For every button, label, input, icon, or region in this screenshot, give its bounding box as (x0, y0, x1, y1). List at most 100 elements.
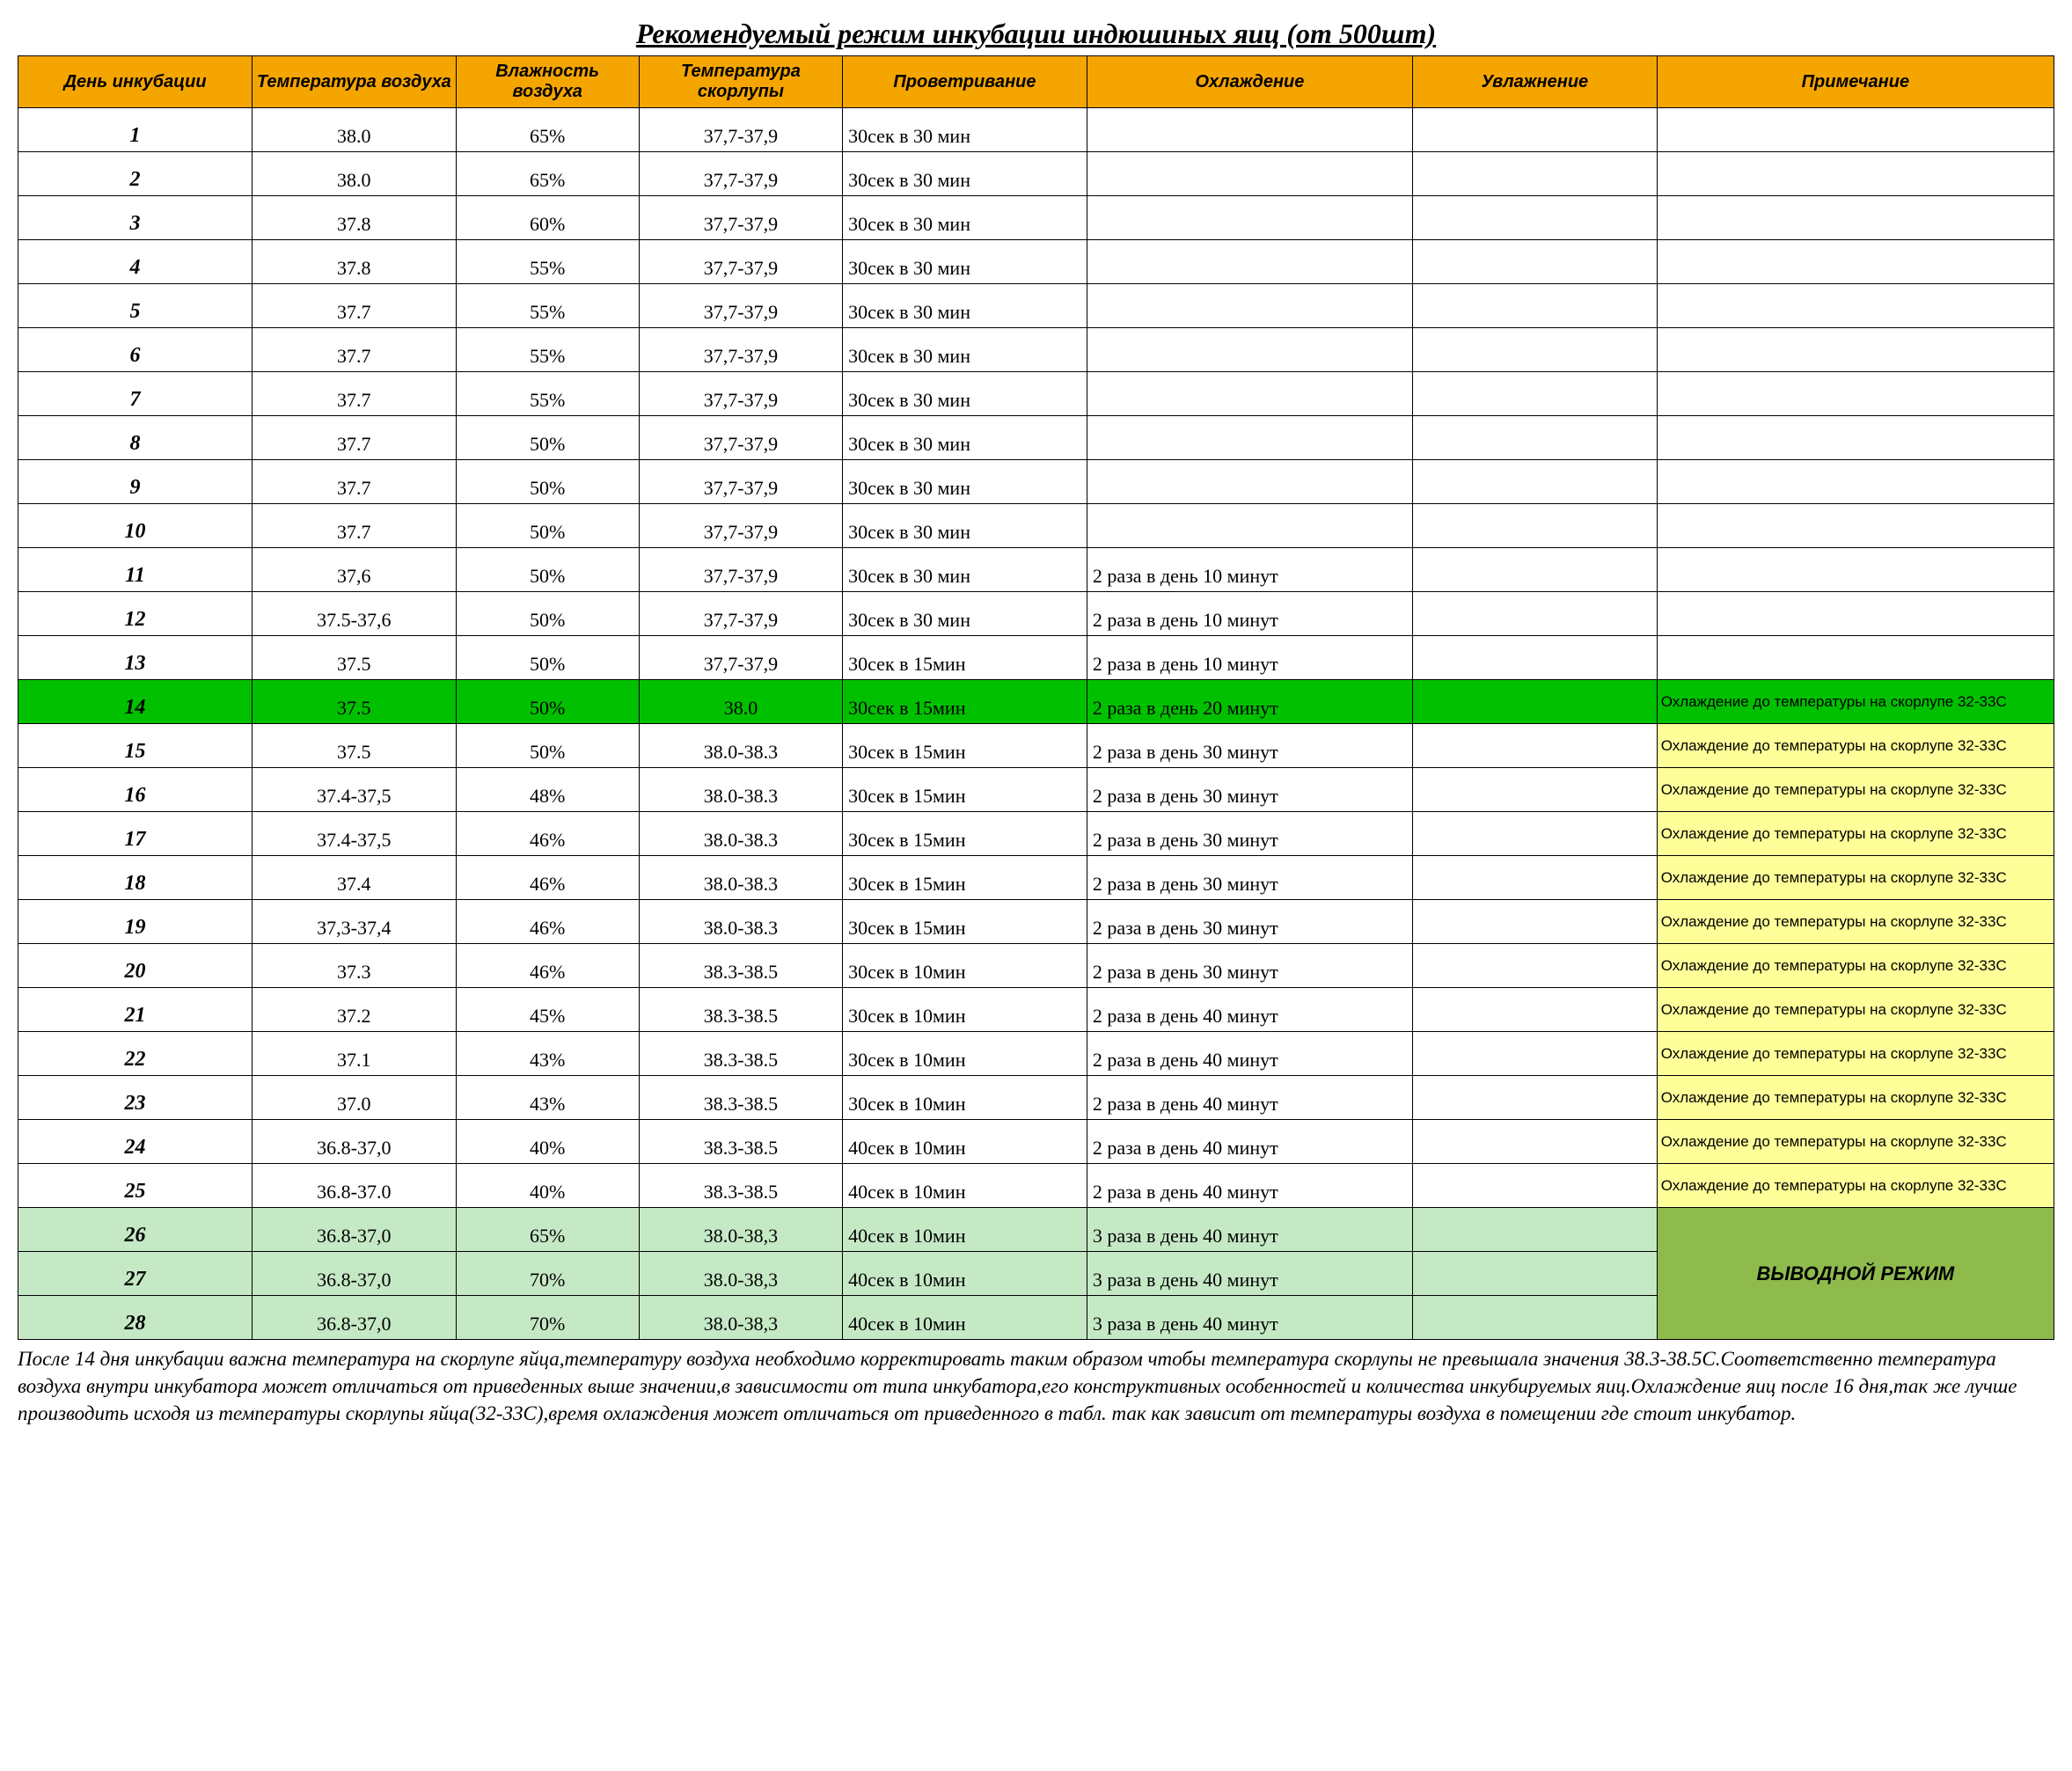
cell (1087, 504, 1412, 548)
cell (1413, 504, 1658, 548)
cell: 2 раза в день 10 минут (1087, 592, 1412, 636)
cell: 37.7 (253, 372, 456, 416)
table-row: 2037.346%38.3-38.530сек в 10мин2 раза в … (18, 944, 2054, 988)
cell (1413, 108, 1658, 152)
cell: 50% (456, 592, 639, 636)
cell (1657, 548, 2054, 592)
cell: 65% (456, 1208, 639, 1252)
cell (1413, 548, 1658, 592)
cell: 50% (456, 548, 639, 592)
cell: 3 раза в день 40 минут (1087, 1296, 1412, 1340)
cell: 30сек в 15мин (843, 768, 1087, 812)
cell: 50% (456, 460, 639, 504)
cell: 25 (18, 1164, 253, 1208)
cell: 30сек в 30 мин (843, 240, 1087, 284)
cell: 4 (18, 240, 253, 284)
cell: 45% (456, 988, 639, 1032)
cell (1087, 240, 1412, 284)
cell (1413, 152, 1658, 196)
cell: 37,7-37,9 (639, 240, 842, 284)
table-row: 2137.245%38.3-38.530сек в 10мин2 раза в … (18, 988, 2054, 1032)
cell: 37.7 (253, 284, 456, 328)
cell: 37.7 (253, 416, 456, 460)
cell: 65% (456, 152, 639, 196)
cell: 40% (456, 1164, 639, 1208)
table-row: 537.755%37,7-37,930сек в 30 мин (18, 284, 2054, 328)
cell: 38.3-38.5 (639, 1120, 842, 1164)
cell (1413, 724, 1658, 768)
col-header: Проветривание (843, 56, 1087, 108)
cell: 38.3-38.5 (639, 988, 842, 1032)
cell (1657, 372, 2054, 416)
table-row: 1237.5-37,650%37,7-37,930сек в 30 мин2 р… (18, 592, 2054, 636)
cell: 37.7 (253, 460, 456, 504)
cell (1087, 372, 1412, 416)
cell: 55% (456, 328, 639, 372)
cell: 2 раза в день 30 минут (1087, 944, 1412, 988)
cell: 30сек в 10мин (843, 988, 1087, 1032)
cell: 5 (18, 284, 253, 328)
cell: 37,7-37,9 (639, 328, 842, 372)
cell: Охлаждение до температуры на скорлупе 32… (1657, 680, 2054, 724)
cell: 65% (456, 108, 639, 152)
merged-note-cell: ВЫВОДНОЙ РЕЖИМ (1657, 1208, 2054, 1340)
cell: 18 (18, 856, 253, 900)
cell: Охлаждение до температуры на скорлупе 32… (1657, 1164, 2054, 1208)
cell: 12 (18, 592, 253, 636)
cell: 30сек в 15мин (843, 856, 1087, 900)
cell: 15 (18, 724, 253, 768)
table-row: 937.750%37,7-37,930сек в 30 мин (18, 460, 2054, 504)
col-header: Температура скорлупы (639, 56, 842, 108)
cell (1657, 152, 2054, 196)
cell (1657, 636, 2054, 680)
cell (1413, 196, 1658, 240)
cell: 40сек в 10мин (843, 1252, 1087, 1296)
table-header-row: День инкубацииТемпература воздухаВлажнос… (18, 56, 2054, 108)
cell: 38.3-38.5 (639, 1076, 842, 1120)
cell (1087, 460, 1412, 504)
cell (1657, 504, 2054, 548)
table-row: 2337.043%38.3-38.530сек в 10мин2 раза в … (18, 1076, 2054, 1120)
cell: 8 (18, 416, 253, 460)
cell: 2 раза в день 30 минут (1087, 900, 1412, 944)
cell: 37.7 (253, 504, 456, 548)
cell: 38.0-38.3 (639, 856, 842, 900)
cell (1413, 1252, 1658, 1296)
table-row: 637.755%37,7-37,930сек в 30 мин (18, 328, 2054, 372)
table-row: 2436.8-37,040%38.3-38.540сек в 10мин2 ра… (18, 1120, 2054, 1164)
cell (1657, 108, 2054, 152)
cell (1413, 1032, 1658, 1076)
cell: 2 раза в день 30 минут (1087, 768, 1412, 812)
cell (1413, 1076, 1658, 1120)
cell: 37.4-37,5 (253, 768, 456, 812)
cell: 37,7-37,9 (639, 108, 842, 152)
cell (1413, 944, 1658, 988)
cell (1413, 460, 1658, 504)
col-header: Увлажнение (1413, 56, 1658, 108)
cell: 40сек в 10мин (843, 1120, 1087, 1164)
table-row: 737.755%37,7-37,930сек в 30 мин (18, 372, 2054, 416)
cell: 30сек в 30 мин (843, 284, 1087, 328)
cell: 38.0-38.3 (639, 724, 842, 768)
cell: Охлаждение до температуры на скорлупе 32… (1657, 768, 2054, 812)
cell: 40сек в 10мин (843, 1164, 1087, 1208)
cell: 36.8-37.0 (253, 1164, 456, 1208)
cell (1087, 152, 1412, 196)
table-row: 1137,650%37,7-37,930сек в 30 мин2 раза в… (18, 548, 2054, 592)
cell: 38.0-38,3 (639, 1208, 842, 1252)
cell (1413, 988, 1658, 1032)
table-row: 2536.8-37.040%38.3-38.540сек в 10мин2 ра… (18, 1164, 2054, 1208)
col-header: Охлаждение (1087, 56, 1412, 108)
cell (1413, 1208, 1658, 1252)
table-row: 1937,3-37,446%38.0-38.330сек в 15мин2 ра… (18, 900, 2054, 944)
cell (1657, 328, 2054, 372)
cell: 37.8 (253, 196, 456, 240)
cell (1413, 768, 1658, 812)
cell: 37,3-37,4 (253, 900, 456, 944)
cell: Охлаждение до температуры на скорлупе 32… (1657, 944, 2054, 988)
cell: 40% (456, 1120, 639, 1164)
table-row: 1037.750%37,7-37,930сек в 30 мин (18, 504, 2054, 548)
cell: 37,7-37,9 (639, 284, 842, 328)
cell: 30сек в 10мин (843, 1076, 1087, 1120)
col-header: День инкубации (18, 56, 253, 108)
